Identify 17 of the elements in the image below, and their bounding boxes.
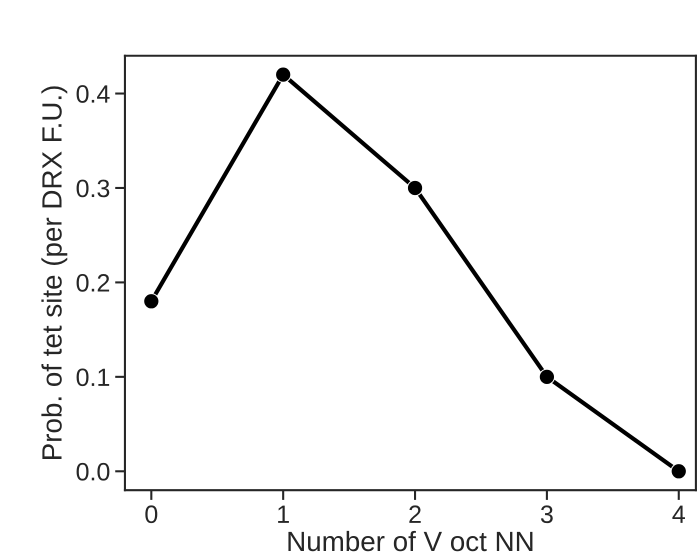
y-axis-title: Prob. of tet site (per DRX F.U.)	[41, 86, 68, 459]
y-tick-label: 0.2	[76, 274, 110, 292]
x-tick-label: 4	[672, 506, 685, 523]
x-tick-label: 0	[145, 505, 158, 524]
y-tick-label: 0.3	[76, 180, 110, 198]
y-tick-label: 0.1	[76, 368, 110, 386]
x-tick-label: 3	[540, 505, 553, 524]
point	[670, 463, 687, 480]
y-tick-label: 0.4	[76, 85, 110, 103]
x-axis-title: Number of V oct NN	[288, 530, 532, 552]
point	[538, 368, 556, 386]
point	[143, 293, 160, 310]
x-tick-label: 2	[409, 505, 421, 523]
x-tick-label: 1	[278, 506, 289, 523]
point	[275, 66, 292, 83]
y-tick-label: 0.0	[76, 462, 110, 481]
point	[406, 180, 424, 196]
